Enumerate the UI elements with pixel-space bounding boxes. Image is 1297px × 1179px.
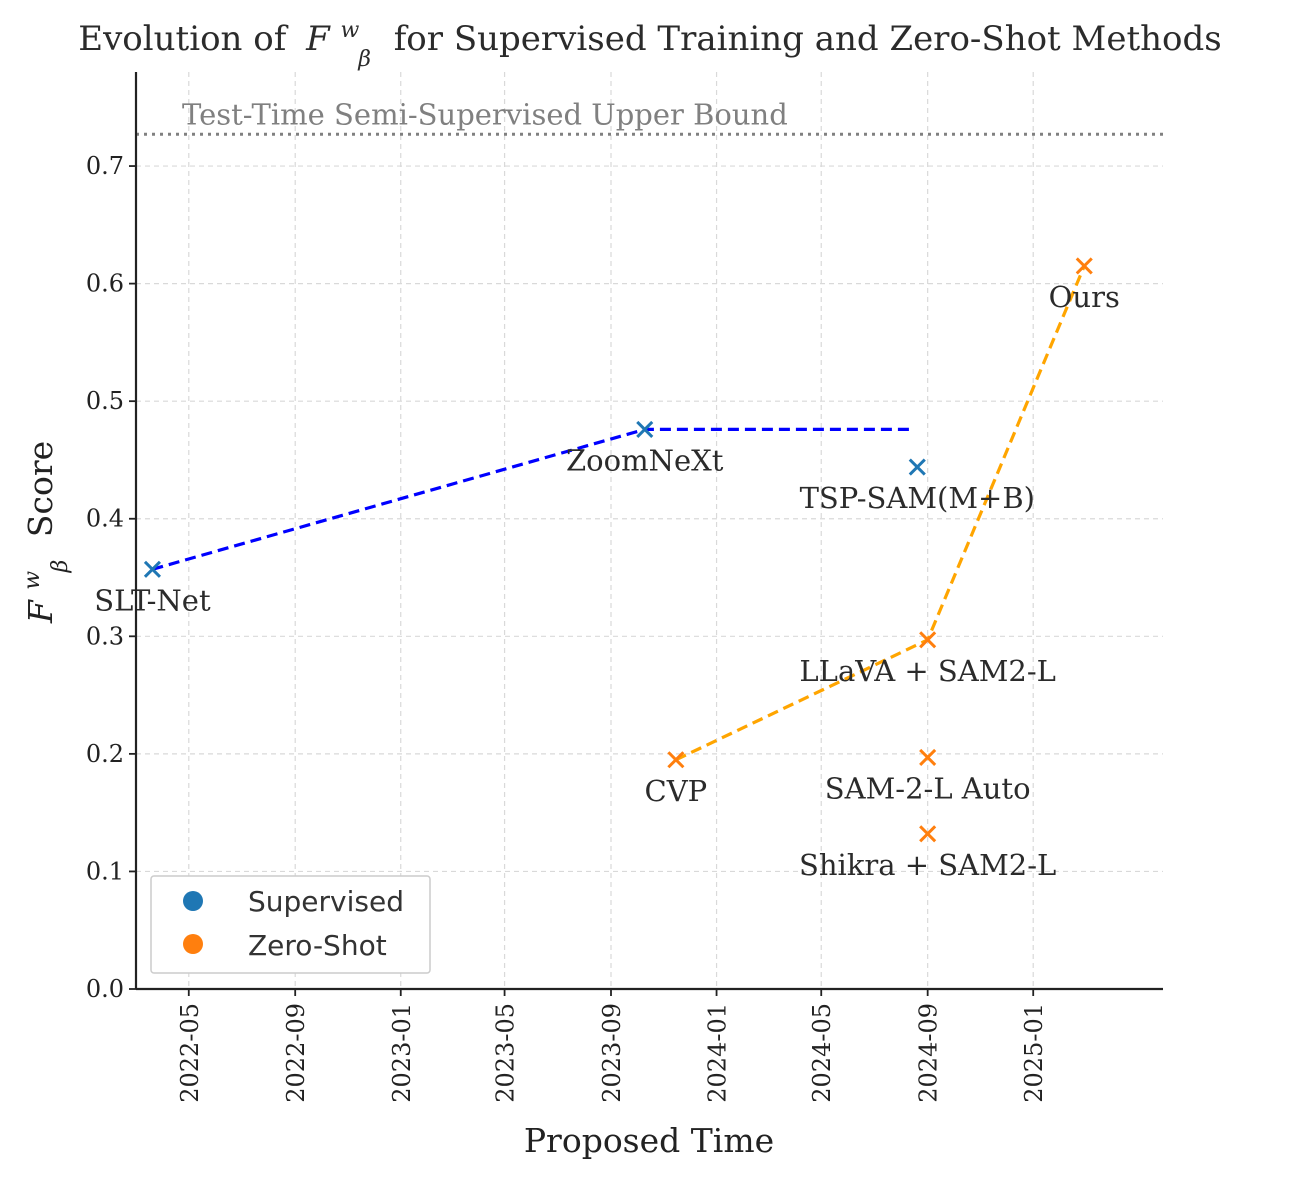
chart-title-prefix: Evolution of bbox=[78, 19, 288, 59]
chart-title: Evolution of F w β for Supervised Traini… bbox=[78, 6, 1221, 75]
point-marker-stroke bbox=[908, 458, 926, 476]
x-tick-label: 2022-09 bbox=[282, 1003, 310, 1103]
y-tick-label: 0.3 bbox=[86, 622, 124, 650]
grid bbox=[136, 72, 1163, 989]
y-tick-label: 0.5 bbox=[86, 387, 124, 415]
y-tick-label: 0.0 bbox=[86, 975, 124, 1003]
y-axis-label-superscript: w bbox=[20, 571, 45, 590]
upper-bound-reference-label: Test-Time Semi-Supervised Upper Bound bbox=[182, 97, 788, 131]
x-axis-label: Proposed Time bbox=[524, 1121, 774, 1160]
data-point-shikra-sam2-l bbox=[919, 825, 937, 843]
chart-title-rest: for Supervised Training and Zero-Shot Me… bbox=[394, 19, 1222, 59]
legend-marker-supervised bbox=[183, 891, 203, 911]
point-label-slt-net: SLT-Net bbox=[94, 583, 211, 617]
legend-label-supervised: Supervised bbox=[248, 885, 404, 918]
point-label-shikra-sam2-l: Shikra + SAM2-L bbox=[799, 848, 1056, 882]
point-label-ours: Ours bbox=[1049, 280, 1120, 314]
data-point-zoomnext bbox=[636, 420, 654, 438]
point-label-llava-sam2-l: LLaVA + SAM2-L bbox=[799, 654, 1055, 688]
data-points bbox=[143, 257, 1093, 843]
data-point-ours bbox=[1075, 257, 1093, 275]
chart-title-subscript: β bbox=[357, 47, 371, 72]
x-tick-label: 2023-09 bbox=[598, 1003, 626, 1103]
x-tick-label: 2024-01 bbox=[704, 1003, 732, 1103]
legend-label-zero-shot: Zero-Shot bbox=[248, 929, 387, 962]
data-point-sam-2-l-auto bbox=[919, 748, 937, 766]
chart-title-superscript: w bbox=[341, 18, 360, 43]
x-tick-label: 2023-05 bbox=[492, 1003, 520, 1103]
data-point-tsp-sam-m-b bbox=[908, 458, 926, 476]
legend-marker-zero-shot bbox=[183, 934, 203, 954]
y-axis-label: F w β Score bbox=[8, 441, 75, 624]
point-marker-stroke bbox=[1075, 257, 1093, 275]
y-tick-label: 0.6 bbox=[86, 270, 124, 298]
y-tick-label: 0.7 bbox=[86, 152, 124, 180]
y-axis-ticks: 0.0 0.1 0.2 0.3 0.4 0.5 0.6 0.7 bbox=[86, 152, 136, 1003]
data-point-llava-sam2-l bbox=[919, 631, 937, 649]
x-tick-label: 2024-05 bbox=[808, 1003, 836, 1103]
point-label-cvp: CVP bbox=[645, 774, 708, 808]
point-marker-stroke bbox=[636, 420, 654, 438]
y-axis-label-symbol: F bbox=[21, 599, 60, 624]
y-tick-label: 0.2 bbox=[86, 740, 124, 768]
point-label-zoomnext: ZoomNeXt bbox=[566, 443, 724, 477]
axes bbox=[134, 72, 1163, 991]
legend-box bbox=[150, 875, 431, 974]
y-tick-label: 0.1 bbox=[86, 857, 124, 885]
x-tick-label: 2023-01 bbox=[388, 1003, 416, 1103]
y-axis-label-subscript: β bbox=[48, 560, 73, 574]
x-tick-label: 2022-05 bbox=[176, 1003, 204, 1103]
x-axis-ticks: 2022-05 2022-09 2023-01 2023-05 2023-09 2024-… bbox=[176, 989, 1048, 1103]
point-marker-stroke bbox=[919, 825, 937, 843]
point-marker-stroke bbox=[919, 631, 937, 649]
data-point-cvp bbox=[667, 751, 685, 769]
point-labels: SLT-Net ZoomNeXt TSP-SAM(M+B) CVP LLaVA + SA… bbox=[94, 280, 1120, 882]
point-marker-stroke bbox=[143, 560, 161, 578]
point-marker-stroke bbox=[667, 751, 685, 769]
y-axis-label-rest: Score bbox=[21, 441, 60, 537]
data-point-slt-net bbox=[143, 560, 161, 578]
chart-title-symbol: F bbox=[305, 19, 331, 59]
x-tick-label: 2025-01 bbox=[1020, 1003, 1048, 1103]
point-marker-stroke bbox=[919, 748, 937, 766]
point-label-tsp-sam-m-b: TSP-SAM(M+B) bbox=[800, 481, 1035, 515]
y-tick-label: 0.4 bbox=[86, 505, 124, 533]
point-label-sam-2-l-auto: SAM-2-L Auto bbox=[825, 771, 1031, 805]
legend: Supervised Zero-Shot bbox=[150, 875, 431, 974]
x-tick-label: 2024-09 bbox=[915, 1003, 943, 1103]
